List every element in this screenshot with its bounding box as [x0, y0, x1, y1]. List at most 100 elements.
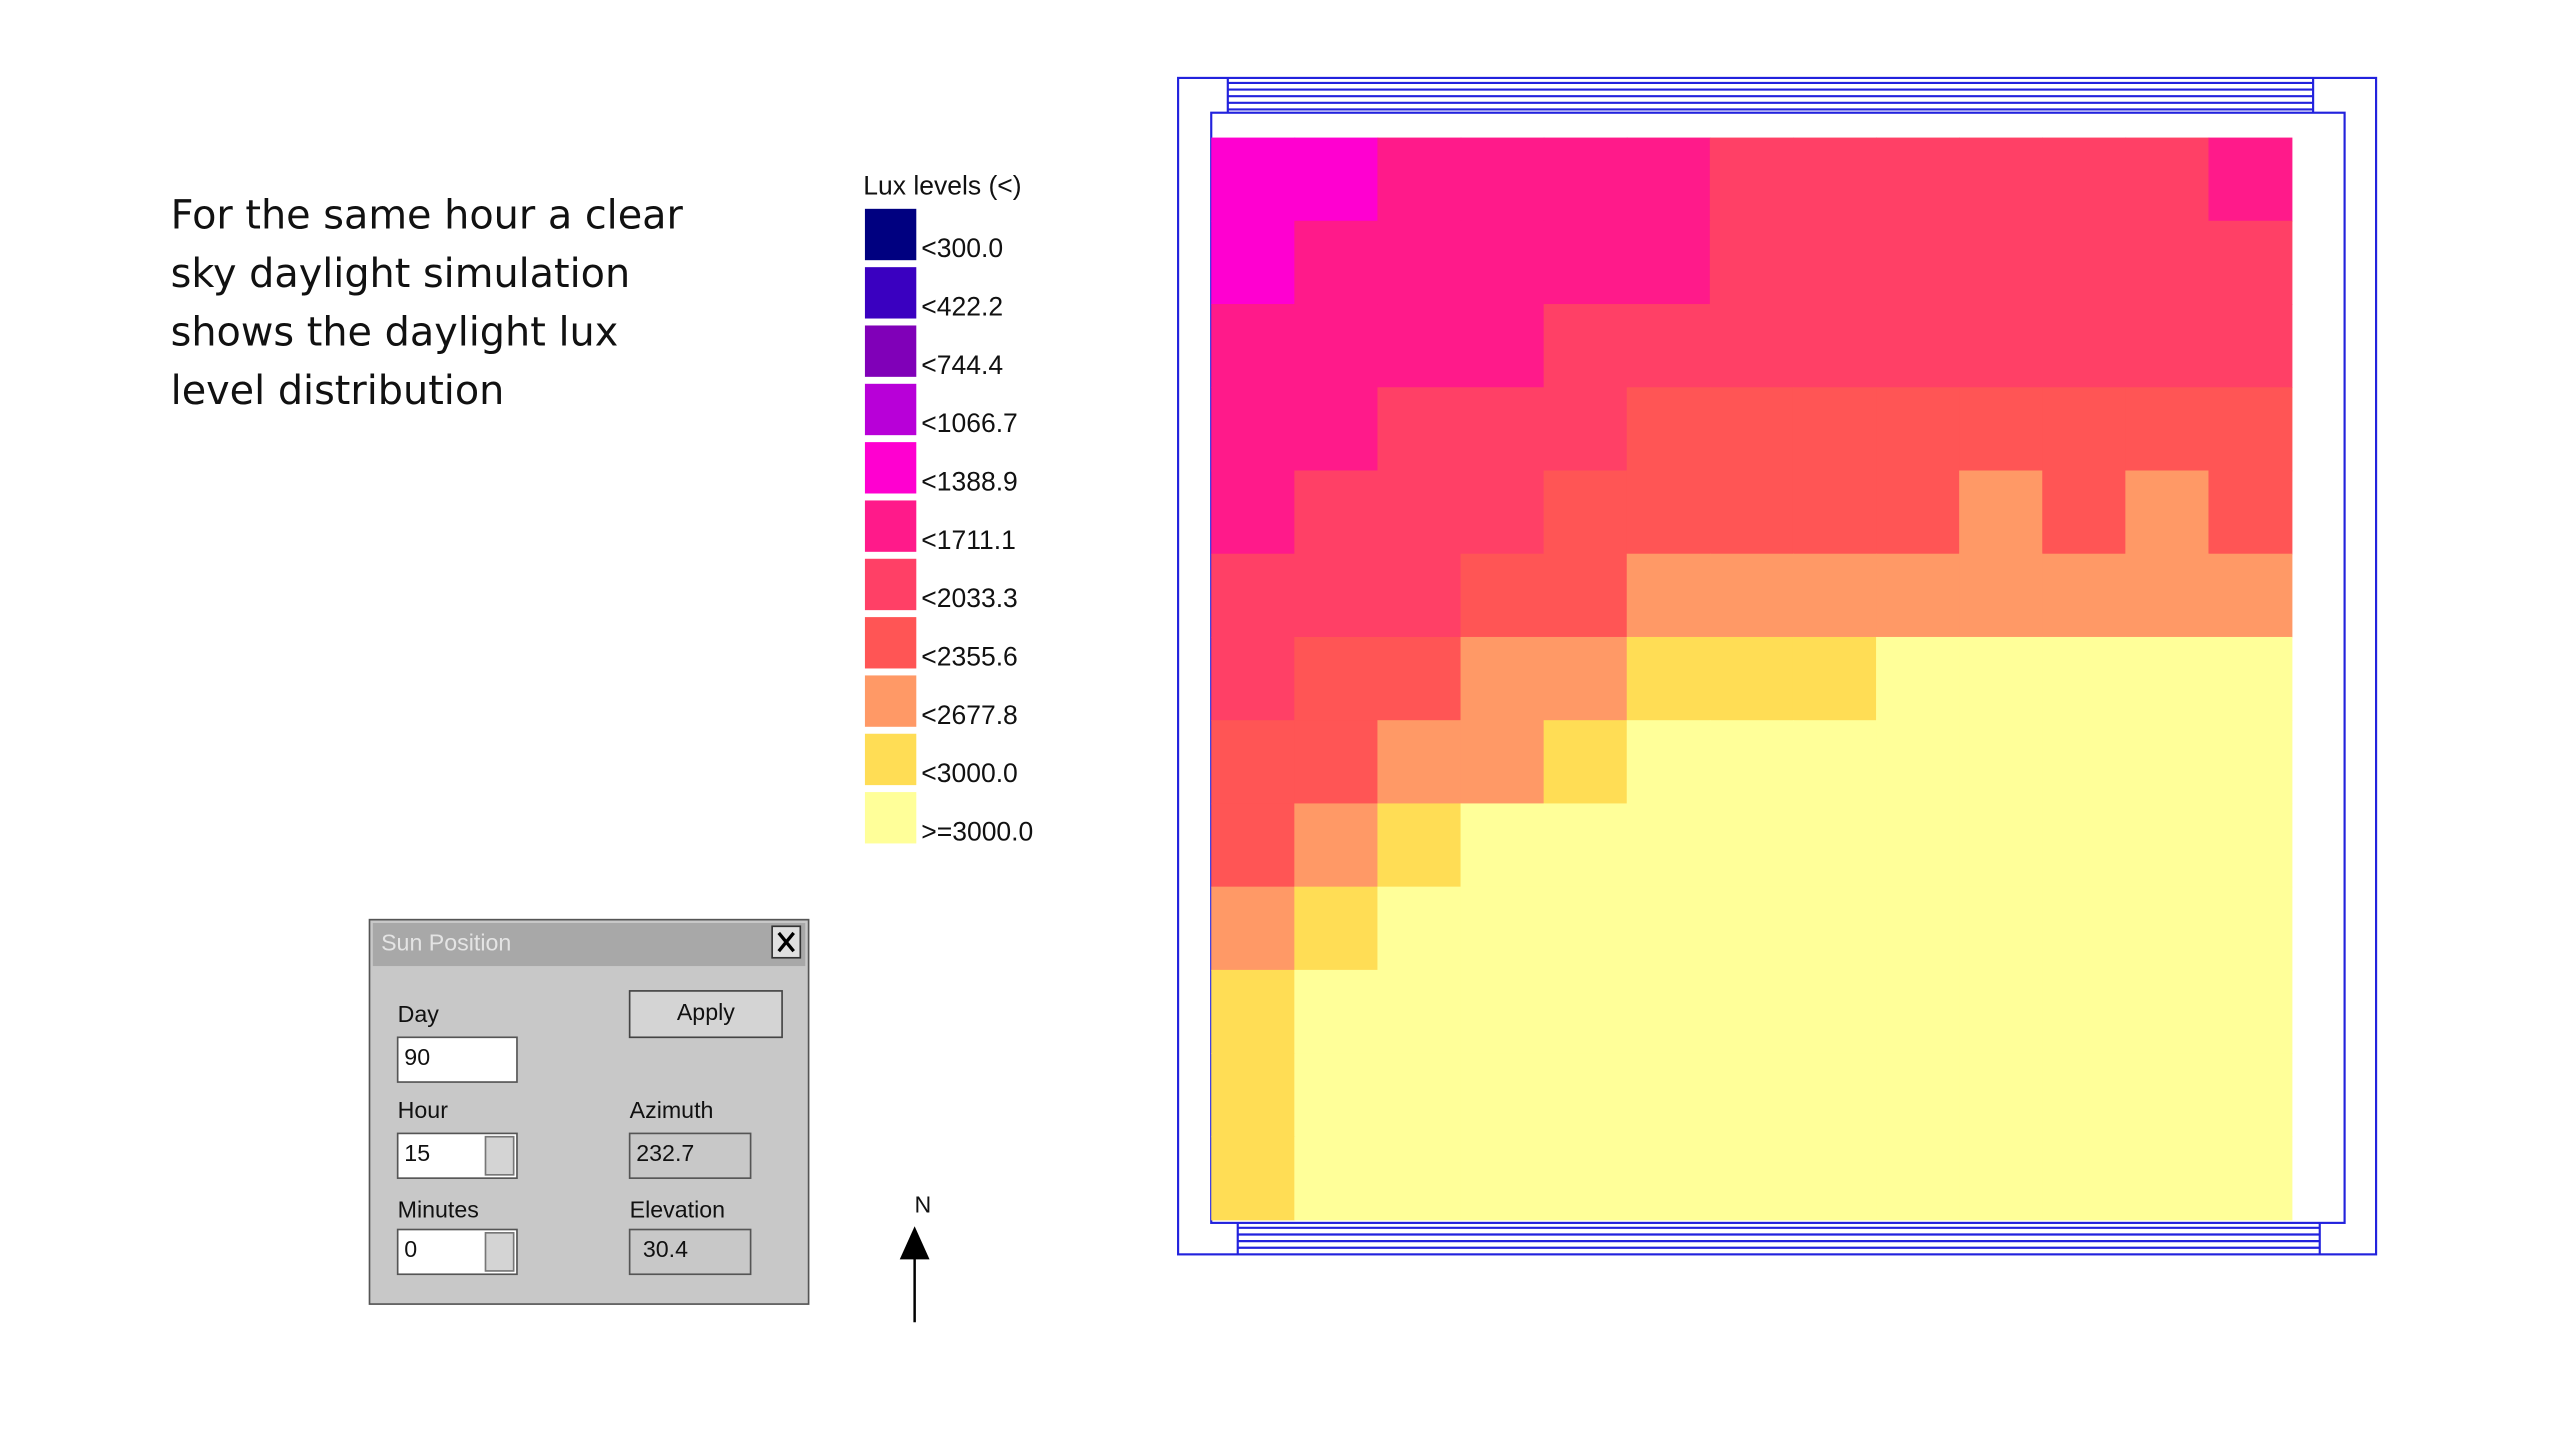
heat-cell	[1294, 387, 1379, 472]
heat-cell	[1876, 1136, 1960, 1221]
apply-label: Apply	[677, 999, 735, 1025]
heat-cell	[1959, 636, 2044, 722]
heat-cell	[1377, 1053, 1462, 1138]
heat-cell	[2125, 387, 2210, 472]
heat-cell	[2042, 387, 2127, 472]
compass-label: N	[915, 1191, 932, 1217]
field-value: 0	[404, 1236, 417, 1262]
heat-cell	[2042, 969, 2127, 1054]
heat-cell	[2208, 553, 2293, 638]
legend-label: <422.2	[921, 292, 1003, 322]
heat-cell	[1792, 304, 1877, 389]
description: For the same hour a clear sky daylight si…	[171, 193, 684, 414]
legend-swatch	[864, 383, 917, 436]
heat-cell	[1959, 553, 2044, 638]
heat-cell	[1211, 720, 1296, 805]
heat-cell	[1876, 387, 1960, 472]
spinner[interactable]	[484, 1135, 515, 1176]
heat-cell	[1460, 636, 1545, 722]
heat-cell	[1792, 803, 1877, 888]
heat-cell	[1377, 137, 1462, 222]
heat-cell	[1377, 636, 1462, 722]
heat-cell	[2208, 969, 2293, 1054]
legend-label: >=3000.0	[921, 817, 1033, 847]
field-value: 30.4	[643, 1236, 688, 1262]
heat-cell	[1294, 470, 1379, 555]
legend-swatch	[864, 733, 917, 786]
heat-cell	[1709, 1053, 1794, 1138]
heat-cell	[1876, 720, 1960, 805]
close-button[interactable]	[771, 925, 802, 959]
heat-cell	[1876, 553, 1960, 638]
heat-cell	[1626, 1053, 1711, 1138]
heat-cell	[1709, 636, 1794, 722]
heat-cell	[1626, 470, 1711, 555]
heat-cell	[2125, 636, 2210, 722]
heat-cell	[1792, 1053, 1877, 1138]
heat-cell	[2042, 470, 2127, 555]
legend-label: <3000.0	[921, 758, 1018, 788]
spinner[interactable]	[484, 1232, 515, 1272]
heat-cell	[2125, 1053, 2210, 1138]
legend-swatch	[864, 442, 917, 494]
field-label: Azimuth	[630, 1097, 714, 1123]
apply-button[interactable]: Apply	[628, 990, 783, 1039]
heat-cell	[1377, 470, 1462, 555]
legend-swatch	[864, 617, 917, 669]
heat-cell	[1709, 720, 1794, 805]
heat-cell	[1959, 387, 2044, 472]
heat-cell	[1460, 553, 1545, 638]
heat-cell	[1709, 137, 1794, 222]
heat-cell	[1543, 553, 1628, 638]
heat-cell	[2208, 886, 2293, 971]
heat-cell	[1377, 886, 1462, 971]
heat-cell	[1876, 470, 1960, 555]
heat-cell	[2125, 969, 2210, 1054]
heat-cell	[1792, 387, 1877, 472]
heat-cell	[1959, 137, 2044, 222]
dialog-titlebar	[372, 922, 806, 967]
heat-cell	[1294, 137, 1379, 222]
heat-cell	[1460, 1053, 1545, 1138]
heat-cell	[1959, 720, 2044, 805]
heat-cell	[1377, 220, 1462, 305]
heat-cell	[2042, 803, 2127, 888]
heat-cell	[1876, 803, 1960, 888]
heat-cell	[2208, 304, 2293, 389]
heat-cell	[1460, 720, 1545, 805]
heat-cell	[1543, 636, 1628, 722]
legend-title: Lux levels (<)	[863, 170, 1021, 200]
heat-cell	[1377, 803, 1462, 888]
heat-cell	[1377, 1136, 1462, 1221]
field-label: Minutes	[398, 1196, 479, 1222]
heat-cell	[1792, 886, 1877, 971]
dialog-title: Sun Position	[381, 930, 511, 956]
heat-cell	[2125, 1136, 2210, 1221]
field-label: Elevation	[630, 1196, 725, 1222]
heat-cell	[1792, 720, 1877, 805]
heat-cell	[2042, 137, 2127, 222]
description-line: level distribution	[171, 368, 505, 414]
heat-cell	[2125, 886, 2210, 971]
heat-cell	[1543, 220, 1628, 305]
heat-cell	[2125, 470, 2210, 555]
heat-cell	[1377, 553, 1462, 638]
heat-cell	[1709, 553, 1794, 638]
field-label: Day	[398, 1001, 440, 1027]
compass-head	[899, 1226, 930, 1260]
heat-cell	[1460, 387, 1545, 472]
heat-cell	[2208, 720, 2293, 805]
field-value: 90	[404, 1044, 430, 1070]
heat-cell	[2125, 137, 2210, 222]
heat-cell	[1792, 1136, 1877, 1221]
heat-cell	[1626, 969, 1711, 1054]
heat-cell	[1709, 803, 1794, 888]
legend-swatch	[864, 792, 917, 844]
heat-cell	[1709, 470, 1794, 555]
heat-cell	[1626, 636, 1711, 722]
heat-cell	[1294, 304, 1379, 389]
legend-label: <1066.7	[921, 408, 1018, 438]
heat-cell	[1792, 969, 1877, 1054]
day-input[interactable]	[396, 1036, 518, 1083]
field-value: 15	[404, 1140, 430, 1166]
